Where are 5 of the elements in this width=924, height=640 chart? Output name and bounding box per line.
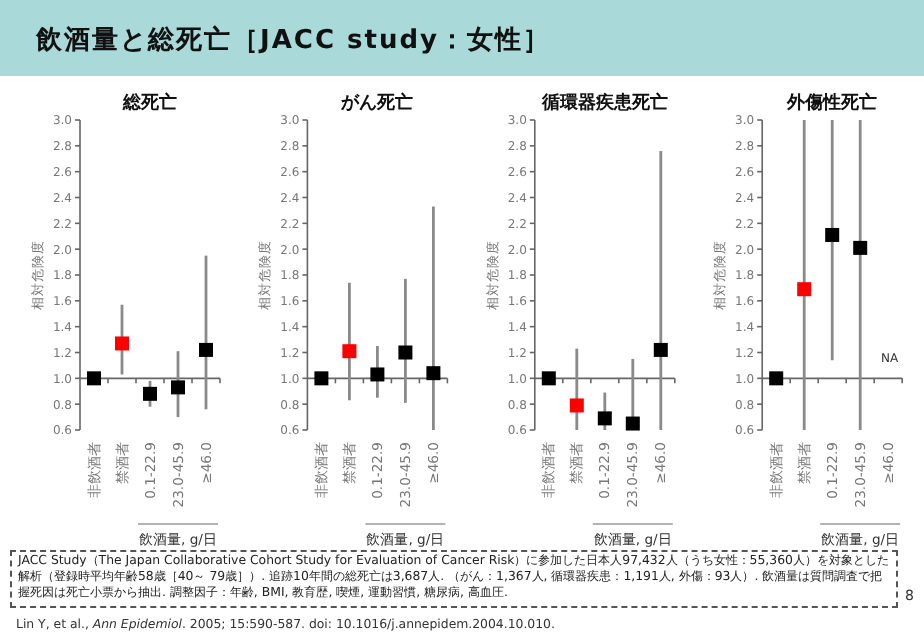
chart-title: がん死亡 (339, 92, 414, 114)
chart-title: 循環器疾患死亡 (539, 92, 668, 114)
chart-title: 総死亡 (121, 92, 177, 114)
text: 飲酒量と総死亡［JACC study：女性］ (36, 23, 551, 58)
chart-title: 外傷性死亡 (785, 92, 878, 114)
